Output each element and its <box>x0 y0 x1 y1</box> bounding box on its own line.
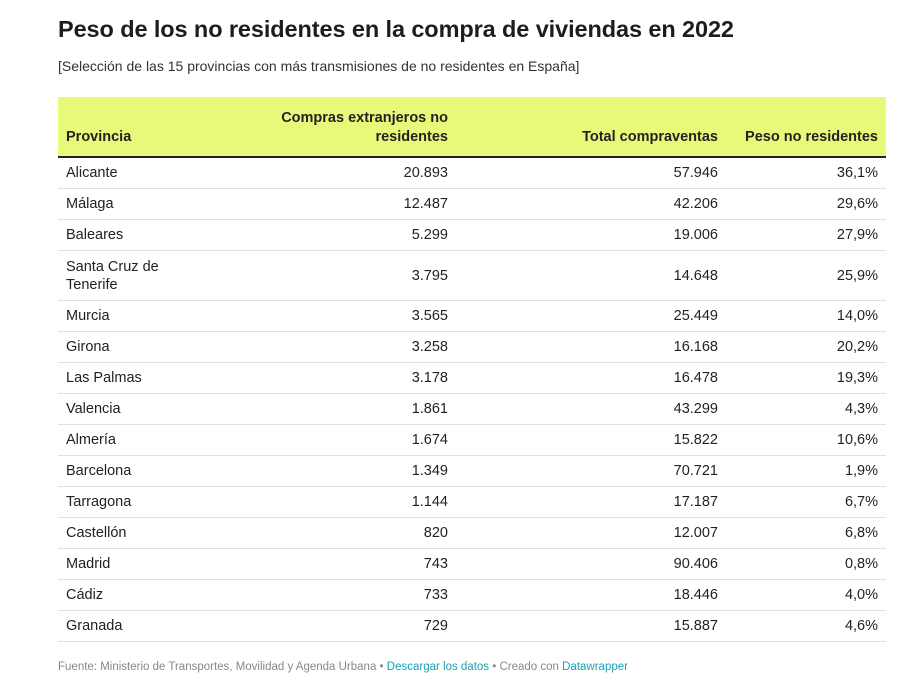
cell-peso: 4,6% <box>726 610 886 642</box>
cell-compras: 729 <box>244 610 456 642</box>
cell-total: 12.007 <box>456 517 726 549</box>
cell-peso: 19,3% <box>726 362 886 394</box>
cell-compras: 1.674 <box>244 424 456 456</box>
cell-total: 90.406 <box>456 548 726 580</box>
table-row: Granada 729 15.887 4,6% <box>58 610 886 642</box>
cell-provincia: Baleares <box>58 219 244 251</box>
table-row: Girona 3.258 16.168 20,2% <box>58 331 886 363</box>
column-header-compras-label: Compras extranjeros no residentes <box>281 110 448 145</box>
cell-provincia: Cádiz <box>58 579 244 611</box>
cell-compras: 20.893 <box>244 157 456 189</box>
cell-total: 15.822 <box>456 424 726 456</box>
cell-peso: 14,0% <box>726 300 886 332</box>
cell-compras: 1.861 <box>244 393 456 425</box>
chart-title: Peso de los no residentes en la compra d… <box>58 16 734 42</box>
cell-peso: 10,6% <box>726 424 886 456</box>
cell-provincia: Almería <box>58 424 244 456</box>
cell-peso: 4,0% <box>726 579 886 611</box>
cell-total: 57.946 <box>456 157 726 189</box>
column-header-peso[interactable]: Peso no residentes <box>726 97 886 158</box>
footer-source: Fuente: Ministerio de Transportes, Movil… <box>58 661 377 673</box>
footer-separator: • <box>376 661 387 673</box>
table-row: Santa Cruz de Tenerife 3.795 14.648 25,9% <box>58 250 886 301</box>
table-row: Cádiz 733 18.446 4,0% <box>58 579 886 611</box>
cell-peso: 6,8% <box>726 517 886 549</box>
cell-provincia: Málaga <box>58 188 244 220</box>
cell-compras: 3.795 <box>244 250 456 301</box>
table-row: Alicante 20.893 57.946 36,1% <box>58 157 886 189</box>
cell-provincia: Castellón <box>58 517 244 549</box>
cell-provincia: Murcia <box>58 300 244 332</box>
table-header-row: Provincia Compras extranjeros no residen… <box>58 97 886 158</box>
cell-peso: 6,7% <box>726 486 886 518</box>
chart-footer: Fuente: Ministerio de Transportes, Movil… <box>58 661 628 673</box>
cell-compras: 3.258 <box>244 331 456 363</box>
cell-provincia: Barcelona <box>58 455 244 487</box>
cell-total: 16.478 <box>456 362 726 394</box>
table-row: Valencia 1.861 43.299 4,3% <box>58 393 886 425</box>
table-row: Málaga 12.487 42.206 29,6% <box>58 188 886 220</box>
cell-total: 43.299 <box>456 393 726 425</box>
cell-provincia: Granada <box>58 610 244 642</box>
chart-subtitle: [Selección de las 15 provincias con más … <box>58 58 580 74</box>
cell-compras: 3.565 <box>244 300 456 332</box>
cell-compras: 733 <box>244 579 456 611</box>
download-data-link[interactable]: Descargar los datos <box>386 661 490 673</box>
cell-total: 17.187 <box>456 486 726 518</box>
table-row: Barcelona 1.349 70.721 1,9% <box>58 455 886 487</box>
table-row: Almería 1.674 15.822 10,6% <box>58 424 886 456</box>
cell-peso: 25,9% <box>726 250 886 301</box>
table-row: Madrid 743 90.406 0,8% <box>58 548 886 580</box>
datawrapper-link[interactable]: Datawrapper <box>562 661 628 673</box>
cell-compras: 743 <box>244 548 456 580</box>
cell-compras: 3.178 <box>244 362 456 394</box>
cell-compras: 1.144 <box>244 486 456 518</box>
cell-compras: 5.299 <box>244 219 456 251</box>
data-table: Provincia Compras extranjeros no residen… <box>58 97 886 642</box>
table-row: Las Palmas 3.178 16.478 19,3% <box>58 362 886 394</box>
table-row: Baleares 5.299 19.006 27,9% <box>58 219 886 251</box>
cell-provincia: Santa Cruz de Tenerife <box>58 250 244 301</box>
cell-compras: 820 <box>244 517 456 549</box>
table-row: Castellón 820 12.007 6,8% <box>58 517 886 549</box>
cell-peso: 4,3% <box>726 393 886 425</box>
table-body: Alicante 20.893 57.946 36,1% Málaga 12.487 42.… <box>58 157 886 642</box>
table-row: Murcia 3.565 25.449 14,0% <box>58 300 886 332</box>
cell-total: 15.887 <box>456 610 726 642</box>
cell-peso: 36,1% <box>726 157 886 189</box>
cell-peso: 27,9% <box>726 219 886 251</box>
footer-created: Creado con <box>499 661 563 673</box>
cell-peso: 1,9% <box>726 455 886 487</box>
cell-provincia: Tarragona <box>58 486 244 518</box>
cell-compras: 1.349 <box>244 455 456 487</box>
cell-total: 19.006 <box>456 219 726 251</box>
cell-total: 42.206 <box>456 188 726 220</box>
footer-separator: • <box>489 661 500 673</box>
cell-total: 25.449 <box>456 300 726 332</box>
cell-provincia: Madrid <box>58 548 244 580</box>
cell-peso: 20,2% <box>726 331 886 363</box>
cell-total: 18.446 <box>456 579 726 611</box>
column-header-provincia[interactable]: Provincia <box>58 97 244 158</box>
cell-provincia: Girona <box>58 331 244 363</box>
column-header-total[interactable]: Total compraventas <box>456 97 726 158</box>
cell-provincia: Alicante <box>58 157 244 189</box>
cell-total: 16.168 <box>456 331 726 363</box>
cell-compras: 12.487 <box>244 188 456 220</box>
cell-total: 70.721 <box>456 455 726 487</box>
cell-provincia: Valencia <box>58 393 244 425</box>
table-row: Tarragona 1.144 17.187 6,7% <box>58 486 886 518</box>
cell-total: 14.648 <box>456 250 726 301</box>
column-header-compras[interactable]: Compras extranjeros no residentes <box>244 97 456 158</box>
cell-peso: 0,8% <box>726 548 886 580</box>
cell-provincia: Las Palmas <box>58 362 244 394</box>
cell-peso: 29,6% <box>726 188 886 220</box>
